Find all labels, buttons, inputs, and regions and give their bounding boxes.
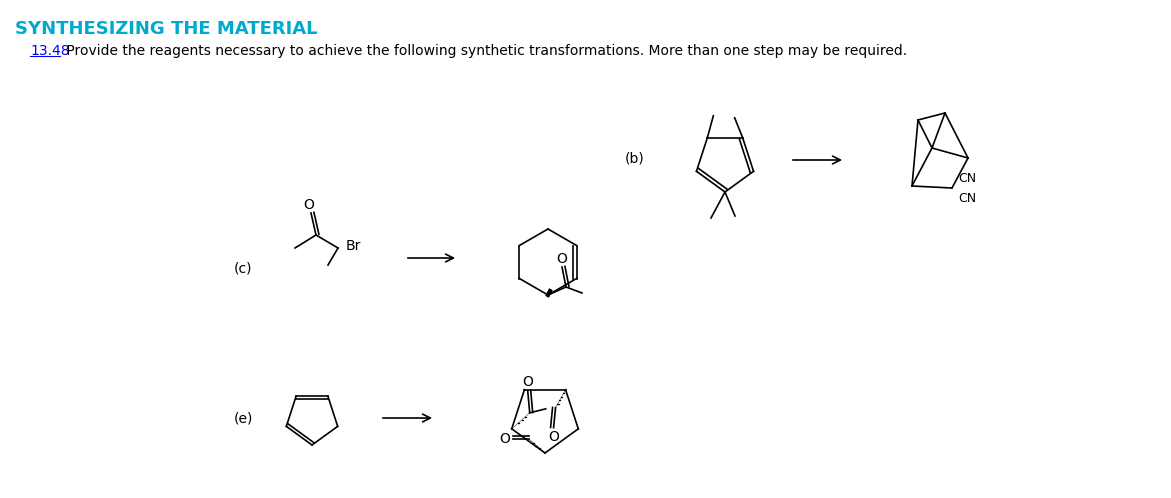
Text: O: O: [522, 375, 533, 389]
Text: SYNTHESIZING THE MATERIAL: SYNTHESIZING THE MATERIAL: [15, 20, 317, 38]
Text: (c): (c): [234, 261, 253, 275]
Text: O: O: [548, 430, 559, 444]
Text: Br: Br: [345, 239, 362, 253]
Text: CN: CN: [958, 192, 977, 205]
Text: O: O: [500, 432, 511, 446]
Text: (e): (e): [234, 411, 253, 425]
Text: CN: CN: [958, 171, 977, 184]
Text: O: O: [303, 198, 315, 212]
Text: O: O: [556, 252, 568, 266]
Text: 13.48: 13.48: [30, 44, 69, 58]
Text: (b): (b): [625, 151, 645, 165]
Text: Provide the reagents necessary to achieve the following synthetic transformation: Provide the reagents necessary to achiev…: [62, 44, 908, 58]
